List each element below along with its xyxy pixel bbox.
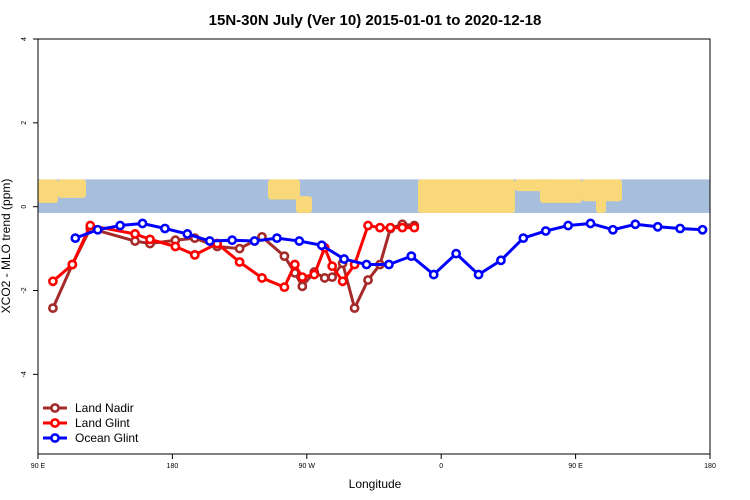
data-point [327,272,338,283]
data-point [48,276,58,287]
map-land [268,179,300,200]
data-point [249,236,260,246]
x-tick-label: 90 E [31,463,46,470]
data-point [279,251,290,262]
legend-item: Ocean Glint [43,431,139,445]
data-point [608,224,618,235]
chart-title: 15N-30N July (Ver 10) 2015-01-01 to 2020… [209,12,542,29]
map-land [58,179,86,198]
data-point [327,261,338,272]
map-land [582,179,622,202]
data-point [85,220,96,231]
y-axis: 4 2 0 -2 -4 [21,37,38,377]
data-point [339,254,350,264]
data-point [160,223,170,234]
data-point [563,220,574,231]
legend-swatch-marker [50,418,60,428]
legend-label: Ocean Glint [75,431,139,445]
legend-swatch-marker [50,433,60,443]
legend-item: Land Nadir [43,401,134,415]
data-point [585,218,596,229]
x-tick-label: 90 W [299,463,316,470]
map-land [418,179,515,213]
map-land [596,199,606,213]
data-point [130,229,140,239]
data-point [115,220,126,231]
map-land [296,196,312,213]
x-tick-label: 180 [704,463,716,470]
map-land [38,179,58,203]
map-land [540,179,582,203]
series-1 [48,220,420,293]
data-point [234,257,245,267]
legend-swatch-marker [50,403,60,413]
data-point [375,222,385,233]
data-point [189,249,200,260]
x-tick-label: 0 [439,463,443,470]
data-point [145,234,155,245]
data-point [697,224,708,235]
data-point [409,222,420,233]
data-point [319,273,330,283]
y-tick-label: 4 [21,37,28,41]
data-point [652,221,663,232]
data-point [234,243,245,254]
data-point [428,269,439,280]
y-tick-label: 0 [21,205,28,209]
data-point [397,222,408,233]
data-point [540,226,551,236]
data-point [48,303,58,314]
y-tick-label: 2 [21,121,28,125]
y-tick-label: -4 [21,371,28,377]
data-point [473,269,484,280]
data-point [92,224,103,235]
data-point [289,259,300,270]
data-point [272,233,282,244]
data-point [675,223,686,234]
data-point [384,259,394,270]
data-point [297,281,308,292]
x-axis: 90 E 180 90 W 0 90 E 180 [31,454,716,470]
map-band [38,179,710,213]
data-point [496,255,506,266]
data-point [297,272,308,283]
data-point [137,218,148,229]
data-point [630,219,641,230]
series-2 [70,218,708,280]
data-point [316,240,327,251]
data-point [363,220,373,231]
data-point [337,276,348,287]
data-point [363,275,373,285]
data-point [70,233,81,244]
legend-item: Land Glint [43,416,130,430]
data-point [309,269,320,280]
plot-frame [37,38,711,455]
data-point [170,241,181,252]
data-point [451,248,462,259]
data-point [257,273,267,283]
data-point [67,259,78,270]
map-land [515,179,548,192]
series-layer [48,218,708,314]
y-axis-label: XCO2 - MLO trend (ppm) [0,179,13,314]
data-point [294,236,305,246]
data-point [361,259,372,270]
data-point [182,229,193,239]
data-point [518,233,529,244]
y-tick-label: -2 [21,287,28,293]
x-tick-label: 180 [167,463,179,470]
x-tick-label: 90 E [568,463,583,470]
data-point [385,222,396,233]
legend-label: Land Glint [75,416,130,430]
data-point [406,251,417,262]
data-point [204,236,215,246]
legend-label: Land Nadir [75,401,134,415]
data-point [227,235,238,246]
x-axis-label: Longitude [349,477,402,491]
data-point [279,282,290,293]
data-point [349,303,360,314]
series-line [51,224,415,289]
